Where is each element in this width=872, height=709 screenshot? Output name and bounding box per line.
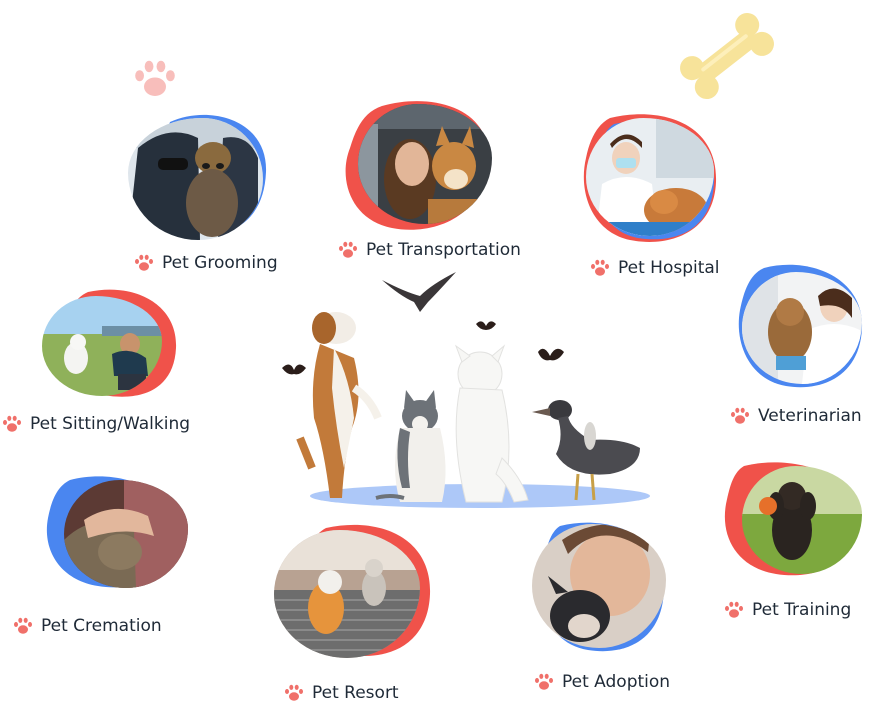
adoption-photo <box>532 524 666 648</box>
paw-icon <box>534 673 554 691</box>
veterinarian-photo <box>742 272 862 384</box>
paw-icon <box>730 407 750 425</box>
bone-decoration-icon <box>680 12 774 100</box>
butterfly-icon <box>282 321 564 375</box>
service-label[interactable]: Veterinarian <box>758 406 862 426</box>
bird-icon <box>382 272 456 312</box>
service-label[interactable]: Pet Cremation <box>41 616 162 636</box>
service-label[interactable]: Pet Resort <box>312 683 399 703</box>
paw-icon <box>134 254 154 272</box>
service-label[interactable]: Pet Adoption <box>562 672 671 692</box>
service-label[interactable]: Pet Sitting/Walking <box>30 414 191 434</box>
service-label[interactable]: Pet Transportation <box>366 240 521 260</box>
paw-icon <box>284 684 304 702</box>
paw-icon <box>13 617 33 635</box>
service-label[interactable]: Pet Training <box>752 600 852 620</box>
grooming-photo <box>128 118 263 240</box>
center-animals-illustration <box>270 268 650 516</box>
white-dog-icon <box>454 344 529 503</box>
paw-decoration-icon <box>133 58 177 100</box>
paw-icon <box>2 415 22 433</box>
service-label[interactable]: Pet Hospital <box>618 258 720 278</box>
paw-icon <box>338 241 358 259</box>
cat-icon <box>375 390 446 502</box>
goose-icon <box>532 400 640 501</box>
paw-icon <box>724 601 744 619</box>
beagle-dog-icon <box>296 312 382 498</box>
service-label[interactable]: Pet Grooming <box>162 253 278 273</box>
